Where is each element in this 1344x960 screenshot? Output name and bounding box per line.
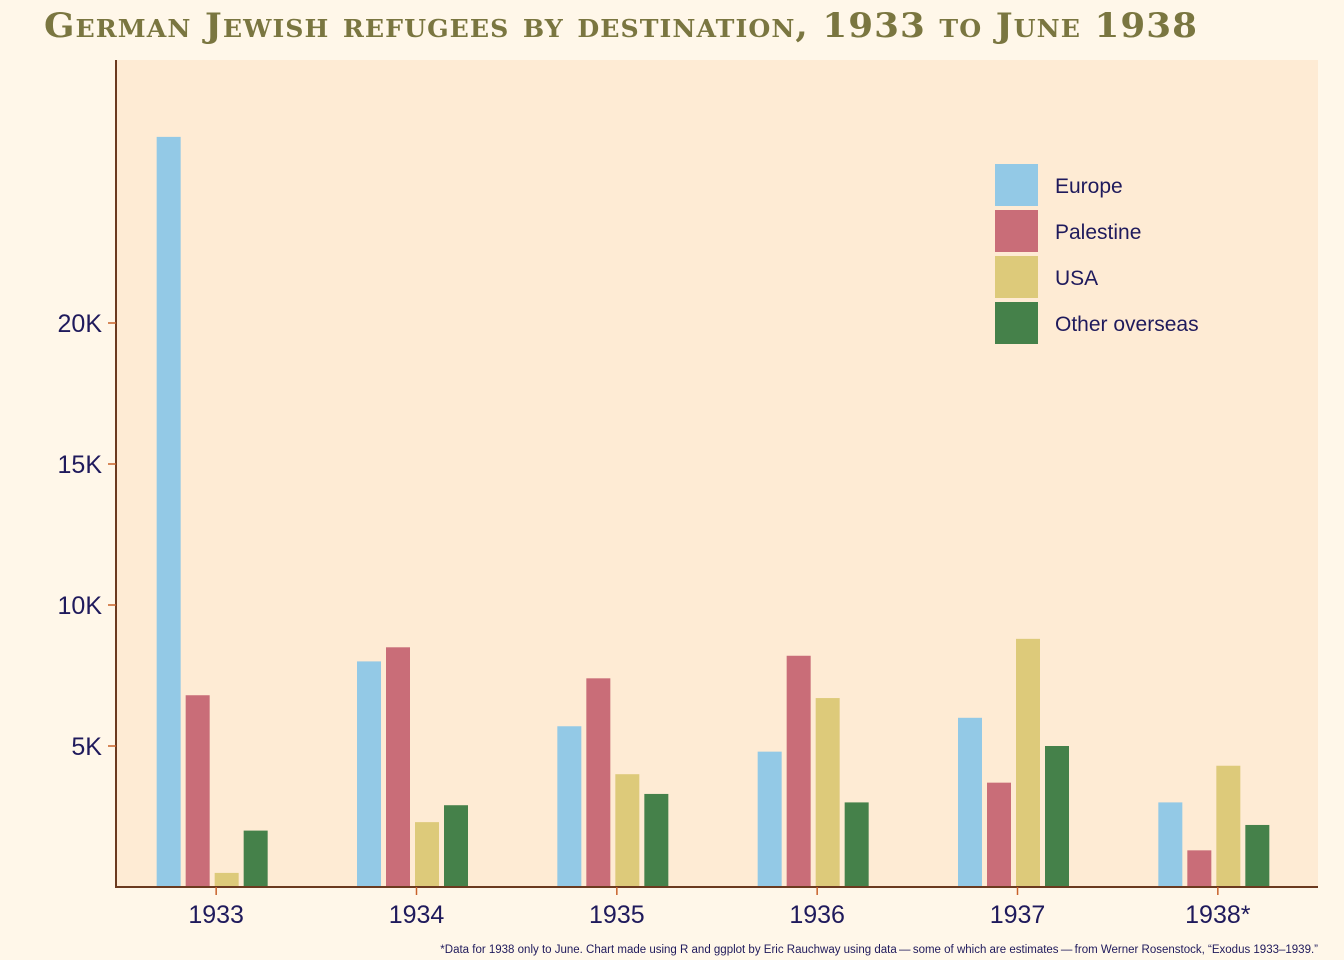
bar-usa-1935 <box>615 774 640 887</box>
bar-usa-1937 <box>1016 638 1040 887</box>
y-tick-label: 15K <box>58 451 103 479</box>
bar-usa-1933 <box>214 872 239 887</box>
x-tick-label: 1938* <box>1185 901 1251 929</box>
bar-palestine-1933 <box>185 695 210 887</box>
bar-palestine-1936 <box>786 655 811 887</box>
legend-label: Palestine <box>1055 221 1141 244</box>
plot-panel <box>116 60 1318 887</box>
x-tick-label: 1935 <box>589 901 645 929</box>
legend-swatch-europe <box>995 164 1038 206</box>
legend-swatch-usa <box>995 256 1038 298</box>
legend-swatch-other-overseas <box>995 302 1038 344</box>
x-tick-label: 1936 <box>789 901 845 929</box>
bar-other-overseas-1938 <box>1245 824 1270 887</box>
x-tick-label: 1934 <box>389 901 445 929</box>
x-tick-label: 1937 <box>990 901 1046 929</box>
chart-caption: *Data for 1938 only to June. Chart made … <box>440 944 1318 956</box>
bar-other-overseas-1934 <box>444 805 468 887</box>
bar-usa-1938 <box>1216 765 1241 887</box>
bar-europe-1936 <box>757 751 782 887</box>
y-tick-label: 5K <box>71 733 102 761</box>
legend: Europe Palestine USA Other overseas <box>995 164 1199 344</box>
bar-europe-1935 <box>557 726 582 887</box>
chart-title: German Jewish refugees by destination, 1… <box>44 6 1199 46</box>
bar-europe-1937 <box>958 717 982 887</box>
legend-label: USA <box>1055 267 1098 290</box>
bar-palestine-1935 <box>586 678 611 887</box>
legend-label: Europe <box>1055 175 1123 198</box>
bar-other-overseas-1935 <box>644 793 669 887</box>
bar-europe-1938 <box>1158 802 1183 887</box>
bar-palestine-1937 <box>987 782 1011 887</box>
bar-europe-1933 <box>156 136 181 887</box>
bar-europe-1934 <box>357 661 381 887</box>
y-tick-label: 20K <box>58 310 103 338</box>
y-tick-label: 10K <box>58 592 103 620</box>
bar-other-overseas-1936 <box>844 802 869 887</box>
bar-other-overseas-1937 <box>1045 746 1069 887</box>
legend-swatch-palestine <box>995 210 1038 252</box>
legend-label: Other overseas <box>1055 313 1199 336</box>
bar-usa-1934 <box>415 822 439 887</box>
bar-other-overseas-1933 <box>243 830 268 887</box>
chart-svg: 5K 10K 15K 20K 1933 1934 1935 1936 1937 1938* Eur… <box>58 60 1318 929</box>
bars-group <box>156 136 1270 887</box>
bar-palestine-1938 <box>1187 850 1212 887</box>
axes-group: 5K 10K 15K 20K 1933 1934 1935 1936 1937 1938* <box>58 60 1318 929</box>
x-tick-label: 1933 <box>188 901 244 929</box>
bar-usa-1936 <box>815 698 840 887</box>
bar-palestine-1934 <box>386 647 410 887</box>
